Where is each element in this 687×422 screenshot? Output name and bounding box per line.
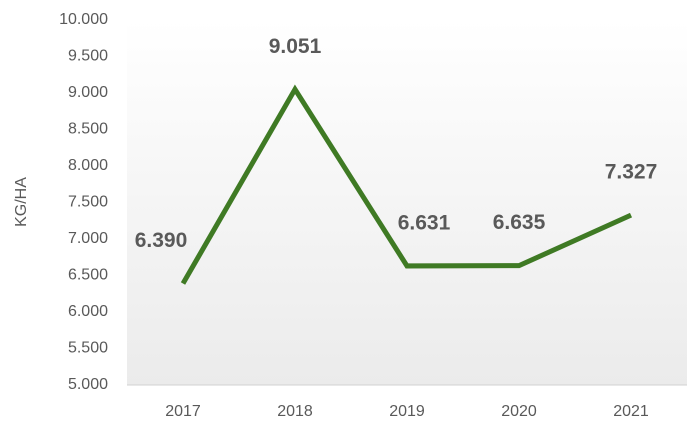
x-tick-label: 2020 xyxy=(501,403,537,420)
data-label: 6.631 xyxy=(398,211,451,234)
data-label: 9.051 xyxy=(269,35,322,58)
y-tick-label: 5.000 xyxy=(68,376,108,393)
y-tick-label: 9.000 xyxy=(68,84,108,101)
data-label: 7.327 xyxy=(605,161,658,184)
y-axis-label: KG/HA xyxy=(13,177,30,227)
y-tick-label: 6.500 xyxy=(68,267,108,284)
y-tick-label: 10.000 xyxy=(59,11,108,28)
y-tick-label: 5.500 xyxy=(68,340,108,357)
plot-area xyxy=(127,20,687,385)
x-tick-label: 2018 xyxy=(277,403,313,420)
y-tick-label: 6.000 xyxy=(68,303,108,320)
y-tick-label: 7.500 xyxy=(68,194,108,211)
line xyxy=(180,84,633,285)
y-tick-label: 7.000 xyxy=(68,230,108,247)
y-tick-label: 9.500 xyxy=(68,48,108,65)
data-label: 6.635 xyxy=(493,211,546,234)
y-tick-label: 8.500 xyxy=(68,121,108,138)
x-tick-label: 2021 xyxy=(613,403,649,420)
y-tick-label: 8.000 xyxy=(68,157,108,174)
x-tick-label: 2019 xyxy=(389,403,425,420)
x-tick-label: 2017 xyxy=(165,403,201,420)
data-label: 6.390 xyxy=(135,229,188,252)
